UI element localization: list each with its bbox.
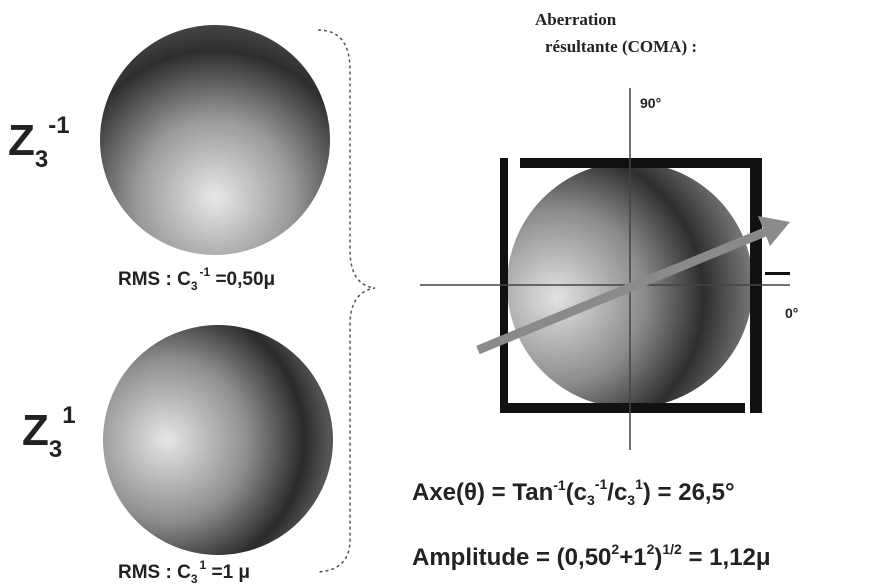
text-part: RMS : C: [118, 269, 191, 290]
text-part: Z: [22, 406, 49, 455]
text-part: Axe(θ) = Tan: [412, 479, 553, 506]
text-part: 1: [200, 558, 207, 572]
rms-bottom: RMS : C31 =1 μ: [118, 558, 250, 585]
text-part: RMS : C: [118, 562, 191, 583]
coma-arrow: [476, 227, 767, 355]
text-part: = 1,12μ: [682, 544, 771, 571]
amplitude-formula: Amplitude = (0,502+12)1/2 = 1,12μ: [412, 541, 771, 571]
rms-top: RMS : C3-1 =0,50μ: [118, 265, 275, 293]
text-part: (c: [566, 479, 587, 506]
text-part: 3: [191, 279, 198, 293]
text-part: 2: [647, 541, 655, 557]
arrow-head: [758, 216, 790, 246]
title-line2: résultante (COMA) :: [545, 37, 697, 56]
text-part: Z: [8, 116, 35, 165]
text-part: 3: [49, 436, 62, 463]
sphere-z3-1: [103, 325, 333, 555]
text-part: 1: [635, 476, 643, 492]
text-part: -1: [595, 476, 608, 492]
symbol-top: Z3-1: [8, 112, 70, 173]
text-part: -1: [553, 477, 566, 493]
symbol-bottom: Z31: [22, 402, 76, 463]
text-part: ) = 26,5°: [643, 479, 735, 506]
axis-90-label: 90°: [640, 95, 661, 111]
sphere-z3-minus1: [100, 25, 330, 255]
text-part: =1 μ: [206, 562, 250, 583]
axe-formula: Axe(θ) = Tan-1(c3-1/c31) = 26,5°: [412, 476, 735, 508]
axis-0-label: 0°: [785, 305, 798, 321]
text-part: 2: [611, 541, 619, 557]
text-part: 1/2: [662, 541, 682, 557]
title-line1: Aberration: [535, 10, 617, 29]
text-part: 3: [35, 146, 48, 173]
text-part: 3: [587, 492, 595, 508]
text-part: -1: [48, 112, 69, 139]
text-part: =0,50μ: [210, 269, 275, 290]
text-part: Amplitude = (0,50: [412, 544, 611, 571]
text-part: /c: [607, 479, 627, 506]
text-part: 3: [627, 492, 635, 508]
text-part: 1: [62, 402, 75, 429]
text-part: -1: [200, 265, 211, 279]
text-part: ): [654, 544, 662, 571]
text-part: 3: [191, 572, 198, 585]
brace: [317, 29, 376, 573]
text-part: +1: [619, 544, 646, 571]
